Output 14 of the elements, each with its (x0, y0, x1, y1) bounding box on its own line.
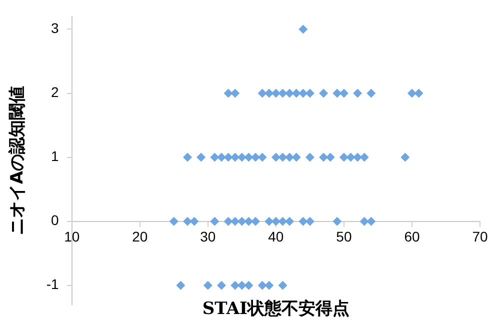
y-axis-title: ニオイAの認知閾値 (8, 86, 28, 236)
x-tick-label: 60 (404, 228, 420, 245)
y-tick-label: 3 (51, 20, 60, 36)
y-tick-label: 0 (51, 212, 60, 228)
x-tick-label: 70 (472, 228, 488, 245)
x-tick-label: 20 (132, 228, 148, 245)
x-tick-label: 30 (200, 228, 216, 245)
y-tick-label: 2 (51, 84, 60, 100)
x-axis-title: STAI状態不安得点 (202, 298, 350, 319)
x-tick-label: 10 (64, 228, 80, 245)
y-tick-label: -1 (46, 276, 60, 292)
x-tick-label: 50 (336, 228, 352, 245)
y-tick-label: 1 (51, 148, 60, 164)
x-tick-label: 40 (268, 228, 284, 245)
